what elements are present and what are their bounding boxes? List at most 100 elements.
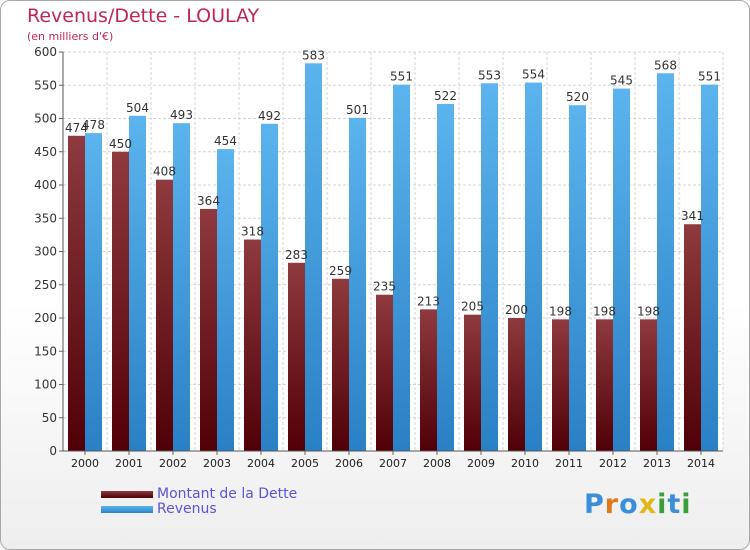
x-tick-label: 2011 bbox=[555, 457, 583, 470]
legend-swatch-debt bbox=[101, 491, 153, 498]
bar-revenus bbox=[129, 115, 146, 451]
y-tick-label: 0 bbox=[49, 444, 57, 458]
y-tick-label: 50 bbox=[42, 411, 57, 425]
bar-revenus bbox=[701, 84, 718, 452]
data-label-revenus: 454 bbox=[214, 134, 237, 148]
bar-revenus bbox=[305, 63, 322, 452]
y-tick-label: 300 bbox=[34, 245, 57, 259]
x-tick-label: 2002 bbox=[159, 457, 187, 470]
bar-debt bbox=[420, 309, 437, 451]
data-label-debt: 408 bbox=[153, 165, 176, 179]
x-tick-label: 2004 bbox=[247, 457, 275, 470]
bar-revenus bbox=[85, 133, 102, 451]
data-label-debt: 213 bbox=[417, 294, 440, 308]
bar-revenus bbox=[657, 73, 674, 451]
data-label-debt: 235 bbox=[373, 280, 396, 294]
data-label-revenus: 568 bbox=[654, 58, 677, 72]
bar-revenus bbox=[525, 82, 542, 451]
bar-debt bbox=[508, 318, 525, 451]
bar-debt bbox=[112, 151, 129, 451]
x-tick-label: 2013 bbox=[643, 457, 671, 470]
data-label-debt: 200 bbox=[505, 303, 528, 317]
data-label-debt: 198 bbox=[637, 304, 660, 318]
data-label-debt: 198 bbox=[549, 304, 572, 318]
x-tick-label: 2005 bbox=[291, 457, 319, 470]
bar-debt bbox=[376, 294, 393, 451]
logo-letter: i bbox=[657, 489, 668, 520]
x-tick-label: 2000 bbox=[71, 457, 99, 470]
bar-debt bbox=[464, 314, 481, 451]
x-tick-label: 2003 bbox=[203, 457, 231, 470]
data-label-debt: 318 bbox=[241, 225, 264, 239]
bar-debt bbox=[244, 239, 261, 451]
logo-letter: x bbox=[638, 489, 658, 520]
data-label-debt: 474 bbox=[65, 121, 88, 135]
data-label-revenus: 522 bbox=[434, 89, 457, 103]
bar-debt bbox=[68, 135, 85, 452]
data-label-revenus: 551 bbox=[698, 70, 721, 84]
legend-swatch-revenus bbox=[101, 506, 153, 513]
bar-revenus bbox=[217, 149, 234, 451]
legend-label-debt: Montant de la Dette bbox=[157, 486, 298, 502]
legend-label-revenus: Revenus bbox=[157, 501, 217, 517]
bar-debt bbox=[596, 319, 613, 451]
data-label-revenus: 554 bbox=[522, 68, 545, 82]
data-label-revenus: 504 bbox=[126, 101, 149, 115]
y-tick-label: 200 bbox=[34, 311, 57, 325]
data-label-revenus: 478 bbox=[82, 118, 105, 132]
bar-revenus bbox=[437, 103, 454, 452]
data-label-revenus: 493 bbox=[170, 108, 193, 122]
logo-letter: r bbox=[604, 489, 620, 520]
chart-title: Revenus/Dette - LOULAY bbox=[27, 5, 260, 27]
x-tick-label: 2012 bbox=[599, 457, 627, 470]
bar-debt bbox=[552, 319, 569, 451]
y-tick-label: 550 bbox=[34, 78, 57, 92]
logo-letter: t bbox=[667, 489, 682, 520]
y-tick-label: 600 bbox=[34, 45, 57, 59]
bar-debt bbox=[156, 179, 173, 451]
bar-debt bbox=[684, 224, 701, 451]
bar-debt bbox=[640, 319, 657, 451]
data-label-debt: 450 bbox=[109, 137, 132, 151]
bar-revenus bbox=[349, 117, 366, 452]
proxiti-logo: Proxiti bbox=[584, 489, 692, 520]
bar-revenus bbox=[481, 83, 498, 451]
data-label-revenus: 501 bbox=[346, 103, 369, 117]
x-tick-label: 2007 bbox=[379, 457, 407, 470]
bar-debt bbox=[332, 278, 349, 451]
data-label-revenus: 520 bbox=[566, 90, 589, 104]
y-tick-label: 500 bbox=[34, 112, 57, 126]
y-tick-label: 350 bbox=[34, 211, 57, 225]
x-tick-label: 2001 bbox=[115, 457, 143, 470]
data-label-revenus: 545 bbox=[610, 74, 633, 88]
data-label-debt: 259 bbox=[329, 264, 352, 278]
x-tick-label: 2006 bbox=[335, 457, 363, 470]
axis-layer: 0 50 100 150 200 250 300 350 400 450 500 550 600 2000… bbox=[34, 45, 723, 470]
bar-debt bbox=[288, 262, 305, 451]
y-tick-label: 150 bbox=[34, 344, 57, 358]
data-label-revenus: 583 bbox=[302, 48, 325, 62]
bar-revenus bbox=[569, 105, 586, 451]
chart-subtitle: (en milliers d'€) bbox=[27, 30, 114, 43]
data-label-debt: 364 bbox=[197, 194, 220, 208]
data-label-debt: 283 bbox=[285, 248, 308, 262]
bars-layer bbox=[68, 63, 718, 452]
logo-letter: i bbox=[681, 489, 692, 520]
data-label-debt: 198 bbox=[593, 304, 616, 318]
y-tick-label: 400 bbox=[34, 178, 57, 192]
data-label-debt: 341 bbox=[681, 209, 704, 223]
bar-revenus bbox=[173, 123, 190, 451]
bar-revenus bbox=[261, 123, 278, 451]
data-label-revenus: 553 bbox=[478, 68, 501, 82]
x-tick-label: 2008 bbox=[423, 457, 451, 470]
x-tick-label: 2010 bbox=[511, 457, 539, 470]
logo-letter: o bbox=[619, 489, 639, 520]
x-tick-label: 2014 bbox=[687, 457, 715, 470]
data-label-revenus: 492 bbox=[258, 109, 281, 123]
x-tick-label: 2009 bbox=[467, 457, 495, 470]
logo-letter: P bbox=[584, 489, 605, 520]
y-tick-label: 100 bbox=[34, 378, 57, 392]
